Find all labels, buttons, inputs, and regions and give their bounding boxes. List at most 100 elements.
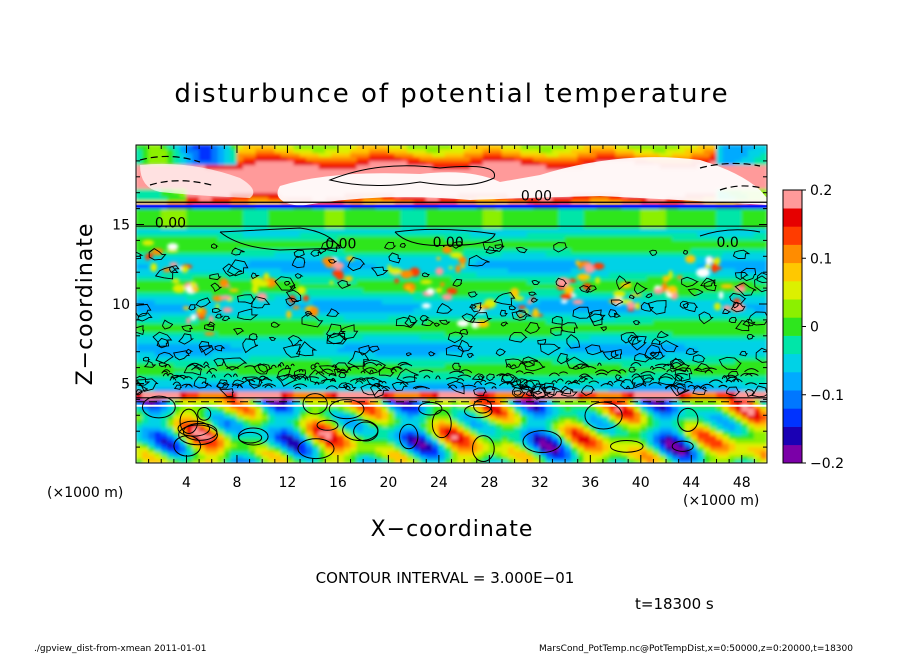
heat-cell [249, 399, 257, 404]
heat-cell [136, 283, 143, 289]
heat-cell [198, 383, 206, 388]
heat-cell [369, 339, 377, 345]
heat-cell [407, 387, 414, 392]
heat-cell [255, 220, 263, 225]
heat-cell [419, 438, 427, 444]
heat-cell [350, 458, 358, 463]
heat-cell [249, 438, 257, 444]
heat-cell [419, 299, 427, 305]
heat-cell [192, 244, 200, 249]
heat-cell [268, 168, 276, 174]
heat-cell [142, 291, 149, 297]
heat-cell [255, 168, 263, 174]
heat-cell [400, 299, 408, 305]
heat-cell [325, 323, 332, 329]
heat-cell [470, 359, 478, 364]
heat-cell [419, 212, 427, 217]
heat-cell [211, 307, 219, 313]
heat-cell [400, 335, 408, 341]
heat-cell [514, 307, 522, 313]
heat-cell [287, 339, 295, 345]
heat-cell [173, 216, 181, 221]
heat-cell [407, 383, 414, 388]
heat-cell [205, 319, 213, 325]
heat-cell [167, 375, 175, 380]
heat-cell [179, 303, 187, 309]
heat-cell [142, 319, 149, 325]
heat-cell [501, 152, 509, 158]
heat-cell [293, 283, 301, 289]
heat-cell [520, 335, 528, 341]
heat-cell [451, 271, 459, 277]
heat-cell [261, 383, 269, 388]
heat-cell [476, 256, 484, 261]
heat-cell [274, 184, 282, 190]
heat-cell [318, 216, 326, 221]
heat-cell [343, 331, 351, 337]
heat-cell [438, 307, 446, 313]
heat-cell [287, 371, 295, 376]
heat-cell [394, 359, 402, 364]
heat-cell [306, 240, 313, 245]
heat-cell [136, 267, 143, 273]
heat-cell [160, 411, 168, 416]
heat-cell [463, 411, 471, 416]
heat-cell [142, 430, 149, 436]
heat-cell [356, 367, 364, 372]
heat-cell [400, 442, 408, 448]
heat-cell [192, 331, 200, 337]
heat-cell [306, 256, 313, 261]
heat-cell [413, 319, 421, 325]
heat-cell [325, 434, 332, 440]
heat-cell [514, 426, 522, 432]
heat-cell [142, 148, 149, 154]
heat-cell [217, 148, 225, 154]
heat-cell [224, 438, 231, 444]
heat-cell [400, 359, 408, 364]
heat-cell [394, 415, 402, 420]
heat-cell [148, 355, 156, 360]
heat-cell [419, 259, 427, 265]
heat-cell [438, 347, 446, 352]
heat-cell [331, 212, 339, 217]
heat-cell [261, 168, 269, 174]
heat-cell [148, 295, 156, 301]
heat-cell [136, 287, 143, 293]
heat-cell [249, 307, 257, 313]
heat-cell [394, 283, 402, 289]
heat-cell [457, 283, 465, 289]
heat-cell [261, 450, 269, 456]
heat-cell [205, 283, 213, 289]
heat-cell [287, 212, 295, 217]
heat-cell [306, 148, 313, 154]
heat-cell [224, 391, 231, 396]
heat-cell [179, 252, 187, 257]
heat-cell [186, 295, 194, 301]
heat-cell [179, 371, 187, 376]
heat-cell [489, 232, 496, 237]
heat-cell [242, 236, 250, 241]
heat-cell [425, 295, 433, 301]
heat-cell [432, 335, 440, 341]
heat-cell [293, 391, 301, 396]
heat-cell [419, 315, 427, 321]
heat-cell [261, 303, 269, 309]
heat-cell [350, 259, 358, 265]
heat-cell [507, 236, 515, 241]
heat-cell [507, 216, 515, 221]
heat-cell [198, 295, 206, 301]
heat-cell [179, 379, 187, 384]
heat-cell [407, 426, 414, 432]
heat-cell [482, 399, 490, 404]
heat-cell [230, 315, 238, 321]
heat-cell [451, 152, 459, 158]
heat-cell [274, 315, 282, 321]
heat-cell [236, 434, 244, 440]
heat-cell [280, 172, 288, 178]
heat-cell [394, 311, 402, 317]
heat-cell [394, 196, 402, 201]
heat-cell [489, 319, 496, 325]
heat-cell [495, 399, 503, 404]
heat-cell [526, 391, 534, 396]
heat-cell [136, 407, 143, 412]
